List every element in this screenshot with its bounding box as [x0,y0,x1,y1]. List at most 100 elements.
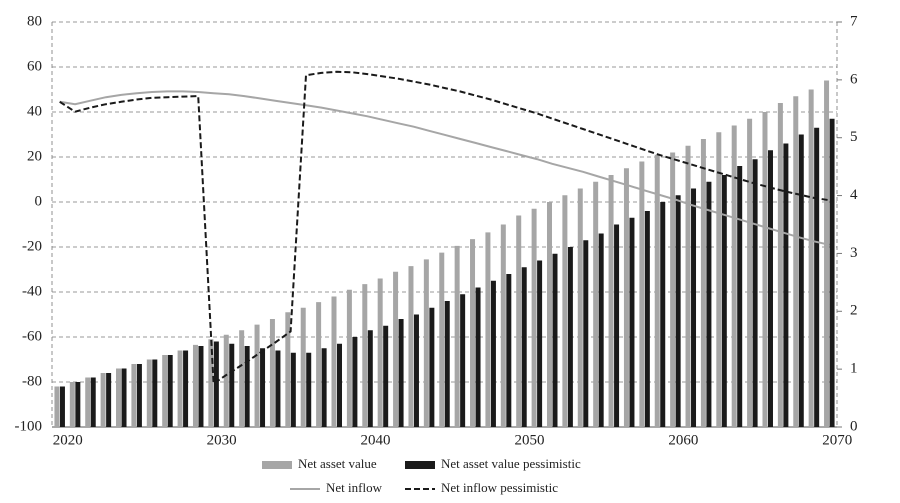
bar [762,112,768,427]
bar [654,154,660,427]
bar [521,267,527,427]
y-tick-label: -40 [22,283,42,299]
bar [583,240,589,427]
bar [306,352,312,427]
y-tick-label: -100 [15,418,43,434]
bar [90,377,96,427]
bar [275,350,281,427]
bar [116,368,122,427]
bar [269,319,275,427]
bar [531,208,537,427]
bar [162,355,168,427]
bar [75,382,81,427]
bar [198,346,204,427]
x-tick-label: 2030 [207,432,237,448]
bar [146,359,152,427]
bar [69,382,75,427]
legend-label: Net asset value [298,456,377,471]
bar [516,215,522,427]
bar [152,359,158,427]
bar [383,325,389,427]
bar [747,118,753,427]
x-tick-label: 2050 [514,432,544,448]
bar [59,386,65,427]
bar [629,217,635,427]
legend-label: Net inflow pessimistic [441,480,558,495]
bar [316,302,322,427]
bar [121,368,127,427]
x-tick-label: 2040 [361,432,391,448]
bar [337,343,343,427]
x-tick-label: 2070 [822,432,852,448]
bar [260,348,266,427]
bar [506,274,512,427]
bar [398,319,404,427]
bar [254,324,260,427]
bar [731,125,737,427]
bar [167,355,173,427]
bar [208,339,214,427]
bar [183,350,189,427]
bar [362,284,368,427]
bar [331,296,337,427]
bar [106,373,112,427]
bar [829,118,835,427]
bar [546,202,552,427]
bar [239,330,245,427]
bar [706,181,712,427]
legend-label: Net inflow [326,480,383,495]
bar [721,175,727,427]
bar [54,386,60,427]
bar [367,330,373,427]
bar [460,294,466,427]
bar [537,260,543,427]
y2-tick-label: 4 [850,187,858,203]
x-tick-label: 2020 [53,432,83,448]
bar [767,150,773,427]
bar [229,343,235,427]
bar [377,278,383,427]
bar [285,312,291,427]
y-tick-label: -20 [22,238,42,254]
bar [213,341,219,427]
x-tick-label: 2060 [668,432,698,448]
bar [429,307,435,427]
y-tick-label: 60 [27,58,42,74]
bar [598,233,604,427]
bar [644,211,650,427]
bar [737,166,743,427]
bar [131,364,137,427]
bar [639,161,645,427]
bar [490,280,496,427]
bar [675,195,681,427]
bar [244,346,250,427]
y2-tick-label: 5 [850,129,858,145]
y-tick-label: 40 [27,103,42,119]
bar [783,143,789,427]
bar [798,134,804,427]
bar [393,271,399,427]
bar [290,352,296,427]
bar [752,159,758,427]
bar [691,188,697,427]
y-tick-label: 20 [27,148,42,164]
bar [562,195,568,427]
bar [413,314,419,427]
bar [177,350,183,427]
bar [623,168,629,427]
bar [136,364,142,427]
legend-swatch [405,461,435,469]
bar [716,132,722,427]
y2-tick-label: 6 [850,71,858,87]
bar [444,301,450,427]
bar [577,188,583,427]
bar [321,348,327,427]
bar [614,224,620,427]
bar [423,259,429,427]
bar [777,103,783,427]
bar [700,139,706,427]
bar [85,377,91,427]
y2-tick-label: 7 [850,13,858,29]
bar [192,344,198,427]
